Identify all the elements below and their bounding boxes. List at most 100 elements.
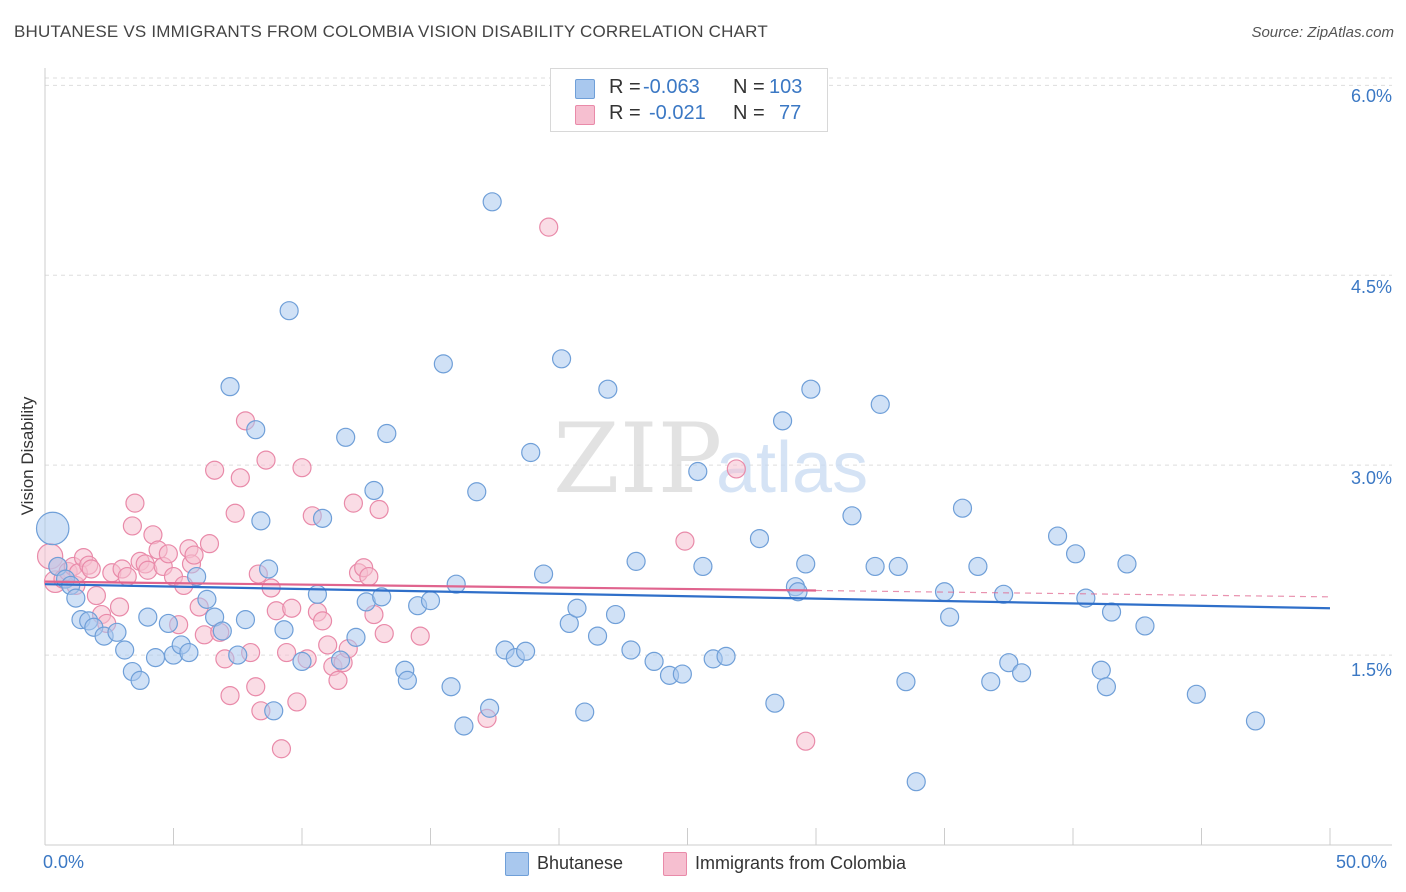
y-tick-label-4-5: 4.5% bbox=[1350, 277, 1392, 297]
point-bhutanese bbox=[346, 627, 366, 647]
point-bhutanese bbox=[258, 559, 279, 579]
legend-n-label: N = bbox=[733, 102, 765, 124]
point-bhutanese bbox=[1245, 711, 1266, 731]
point-bhutanese bbox=[66, 588, 86, 608]
point-bhutanese bbox=[865, 556, 885, 577]
legend-r-value: -0.021 bbox=[649, 102, 706, 124]
point-bhutanese bbox=[605, 604, 626, 625]
chart-source: Source: ZipAtlas.com bbox=[1251, 24, 1394, 41]
point-colombia bbox=[158, 544, 178, 564]
point-bhutanese bbox=[1096, 677, 1117, 697]
point-colombia bbox=[796, 731, 816, 751]
point-colombia bbox=[369, 499, 389, 520]
point-bhutanese bbox=[515, 641, 536, 661]
point-bhutanese bbox=[454, 716, 474, 736]
point-bhutanese bbox=[598, 379, 618, 399]
point-bhutanese bbox=[307, 584, 328, 604]
point-bhutanese bbox=[279, 301, 299, 321]
point-bhutanese bbox=[274, 620, 294, 640]
point-bhutanese bbox=[130, 670, 150, 691]
bottom-legend-label: Immigrants from Colombia bbox=[695, 853, 907, 873]
point-bhutanese bbox=[251, 511, 271, 531]
point-bhutanese bbox=[1011, 663, 1032, 683]
point-colombia bbox=[675, 531, 695, 551]
axes-layer bbox=[44, 68, 1392, 846]
legend-r-label: R = bbox=[609, 76, 641, 98]
point-bhutanese bbox=[749, 528, 770, 549]
point-bhutanese bbox=[559, 613, 579, 634]
legend-n-value: 77 bbox=[779, 102, 802, 124]
point-bhutanese bbox=[533, 564, 554, 584]
point-bhutanese bbox=[330, 650, 351, 670]
point-bhutanese bbox=[397, 670, 417, 691]
point-bhutanese bbox=[467, 482, 487, 502]
x-tick-label-max: 50.0% bbox=[1336, 852, 1388, 872]
y-tick-label-1-5: 1.5% bbox=[1350, 660, 1392, 680]
point-bhutanese bbox=[870, 394, 890, 414]
y-tick-label-3: 3.0% bbox=[1350, 468, 1392, 488]
point-bhutanese bbox=[187, 566, 207, 587]
point-bhutanese bbox=[312, 508, 333, 528]
point-bhutanese bbox=[1065, 544, 1086, 564]
trend-line-colombia bbox=[44, 580, 817, 592]
bottom-legend-label: Bhutanese bbox=[537, 853, 624, 873]
point-bhutanese bbox=[842, 506, 862, 526]
point-bhutanese bbox=[981, 672, 1001, 692]
point-colombia bbox=[205, 460, 225, 480]
point-bhutanese bbox=[115, 640, 135, 660]
point-colombia bbox=[271, 739, 292, 759]
point-bhutanese bbox=[968, 556, 988, 577]
point-bhutanese bbox=[264, 701, 284, 721]
legend-r-label: R = bbox=[609, 102, 641, 124]
trend-line-colombia-extrapolated bbox=[815, 589, 1331, 598]
point-colombia bbox=[292, 458, 312, 478]
trend-line-bhutanese bbox=[44, 583, 1331, 610]
point-bhutanese bbox=[138, 607, 158, 627]
point-colombia bbox=[230, 468, 250, 488]
point-bhutanese bbox=[567, 598, 587, 618]
point-bhutanese bbox=[158, 613, 178, 634]
grid-layer bbox=[45, 77, 1392, 656]
point-colombia bbox=[256, 450, 276, 470]
point-colombia bbox=[410, 626, 430, 646]
point-bhutanese bbox=[952, 498, 973, 518]
point-colombia bbox=[109, 597, 130, 617]
point-bhutanese bbox=[888, 556, 908, 577]
chart-title: BHUTANESE VS IMMIGRANTS FROM COLOMBIA VI… bbox=[14, 22, 768, 41]
point-bhutanese bbox=[235, 610, 256, 630]
point-bhutanese bbox=[896, 672, 916, 692]
point-bhutanese bbox=[482, 192, 502, 212]
point-bhutanese bbox=[940, 607, 960, 627]
point-bhutanese bbox=[693, 556, 713, 577]
point-colombia bbox=[276, 642, 297, 663]
point-bhutanese bbox=[228, 645, 248, 665]
point-bhutanese bbox=[999, 653, 1019, 673]
point-bhutanese bbox=[145, 648, 166, 668]
watermark: ZIP atlas bbox=[553, 403, 868, 515]
point-bhutanese bbox=[292, 651, 312, 672]
point-bhutanese bbox=[765, 693, 785, 713]
bottom-legend-swatch-blue bbox=[505, 852, 529, 876]
point-bhutanese bbox=[575, 702, 595, 722]
bottom-legend-swatch-pink bbox=[663, 852, 687, 876]
watermark-zip: ZIP bbox=[553, 403, 722, 515]
point-bhutanese bbox=[1186, 684, 1206, 704]
point-bhutanese bbox=[433, 354, 453, 374]
point-bhutanese bbox=[420, 591, 441, 611]
point-colombia bbox=[287, 692, 307, 712]
point-bhutanese bbox=[521, 442, 541, 463]
point-bhutanese bbox=[441, 677, 461, 697]
point-colombia bbox=[122, 516, 142, 536]
point-colombia bbox=[359, 566, 379, 587]
point-bhutanese bbox=[212, 621, 232, 641]
point-bhutanese bbox=[446, 574, 466, 594]
point-bhutanese bbox=[621, 640, 641, 660]
legend-swatch-pink bbox=[575, 105, 595, 125]
point-bhutanese bbox=[644, 651, 664, 672]
point-bhutanese bbox=[336, 427, 356, 447]
point-bhutanese bbox=[1091, 660, 1111, 680]
point-bhutanese bbox=[788, 582, 808, 602]
point-bhutanese bbox=[1135, 616, 1155, 636]
point-colombia bbox=[282, 598, 302, 618]
